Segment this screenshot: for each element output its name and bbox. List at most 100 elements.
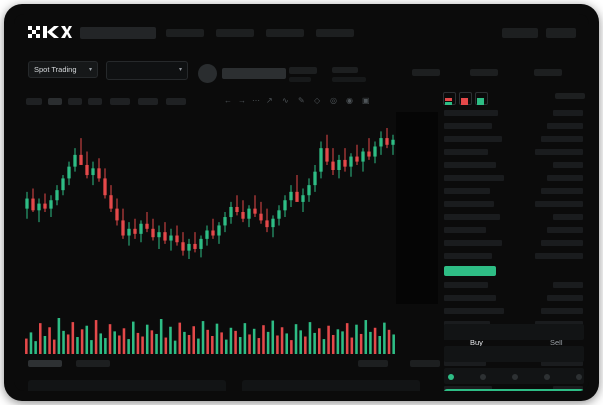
coin-avatar (198, 64, 217, 83)
order-book-ask-row[interactable] (444, 175, 504, 181)
orders-panel-right (242, 380, 420, 391)
market-stat-3 (470, 69, 498, 76)
price-chart[interactable] (24, 112, 396, 312)
nav-item-1[interactable] (166, 29, 204, 37)
order-book-ask-row[interactable] (444, 253, 492, 259)
arrow-left-icon[interactable]: ← (224, 96, 232, 105)
order-book-ask-price (535, 253, 583, 259)
order-book-ask-row[interactable] (444, 162, 496, 168)
orders-panel-left (28, 380, 226, 391)
market-stat-2 (412, 69, 440, 76)
order-book-bid-row[interactable] (444, 386, 492, 391)
order-book-bid-price (547, 295, 583, 301)
chart-toolbar[interactable]: ← → ⋯ ↗ ∿ ✎ ◇ ◎ ◉ ▣ (24, 94, 396, 110)
order-book-ask-price (547, 123, 583, 129)
trend-line-icon[interactable]: ↗ (266, 96, 273, 105)
orderbook-asks-icon[interactable] (459, 92, 472, 105)
nav-item-4[interactable] (316, 29, 354, 37)
interval-button-3[interactable] (68, 98, 82, 105)
arrow-right-icon[interactable]: → (238, 96, 246, 105)
trading-mode-select[interactable]: Spot Trading ▾ (28, 61, 98, 78)
trash-icon[interactable]: ▣ (362, 96, 370, 105)
order-book-ask-row[interactable] (444, 149, 488, 155)
order-book-ask-row[interactable] (444, 110, 498, 116)
order-book-ask-price (553, 214, 583, 220)
interval-button-2[interactable] (48, 98, 62, 105)
order-book-bid-price (553, 282, 583, 288)
pair-select[interactable]: ▾ (106, 61, 188, 80)
order-book-ask-price (535, 149, 583, 155)
orders-tab-2[interactable] (76, 360, 110, 367)
order-book-ask-price (553, 162, 583, 168)
orderbook-both-icon[interactable] (443, 92, 456, 105)
pagination-dot-5[interactable] (576, 374, 582, 380)
orderbook-bids-icon[interactable] (475, 92, 488, 105)
order-book-view-tabs[interactable] (443, 92, 503, 106)
order-book-bid-row[interactable] (444, 282, 488, 288)
pair-name-label (222, 68, 286, 79)
order-book-ask-price (553, 110, 583, 116)
nav-item-2[interactable] (216, 29, 254, 37)
market-stat-1 (332, 67, 358, 73)
market-stat-4 (534, 69, 562, 76)
order-book-precision-select[interactable] (555, 93, 585, 99)
trading-mode-label: Spot Trading (34, 64, 77, 74)
order-amount-field[interactable] (444, 346, 584, 362)
search-input[interactable] (80, 27, 156, 39)
orders-tab-4[interactable] (410, 360, 440, 367)
topbar-action-1[interactable] (502, 28, 538, 38)
magnet-icon[interactable]: ◎ (330, 96, 337, 105)
volume-chart (24, 314, 396, 356)
order-book-bid-row[interactable] (444, 360, 486, 366)
chevron-down-icon: ▾ (88, 66, 92, 73)
interval-button-4[interactable] (88, 98, 102, 105)
crosshair-icon[interactable]: ⋯ (252, 96, 260, 105)
order-book-ask-row[interactable] (444, 240, 502, 246)
eye-icon[interactable]: ◉ (346, 96, 353, 105)
device-frame: Spot Trading ▾ ▾ ← → ⋯ ↗ (4, 4, 599, 401)
topbar-action-2[interactable] (546, 28, 576, 38)
order-book-ask-row[interactable] (444, 227, 486, 233)
interval-button-7[interactable] (166, 98, 186, 105)
pencil-icon[interactable]: ✎ (298, 96, 305, 105)
order-book-ask-row[interactable] (444, 214, 500, 220)
chart-overlay (396, 112, 438, 304)
pagination-dots[interactable] (444, 374, 584, 384)
order-book-ask-price (547, 227, 583, 233)
order-book-ask-row[interactable] (444, 136, 502, 142)
order-book-ask-row[interactable] (444, 188, 490, 194)
interval-button-1[interactable] (26, 98, 42, 105)
shapes-icon[interactable]: ◇ (314, 96, 321, 105)
okx-logo[interactable] (28, 26, 72, 39)
order-book-ask-price (541, 136, 583, 142)
order-book-ask-price (535, 201, 583, 207)
order-book-ask-row[interactable] (444, 201, 494, 207)
tab-buy[interactable]: Buy (470, 338, 483, 347)
order-price-field[interactable] (444, 324, 584, 340)
pagination-dot-4[interactable] (544, 374, 550, 380)
last-price-sub (289, 77, 311, 82)
wave-icon[interactable]: ∿ (282, 96, 289, 105)
order-book-bid-row[interactable] (444, 295, 496, 301)
pagination-dot-3[interactable] (512, 374, 518, 380)
order-book-ask-row[interactable] (444, 123, 492, 129)
interval-button-5[interactable] (110, 98, 130, 105)
order-book-bid-price (553, 386, 583, 391)
chevron-down-icon: ▾ (178, 67, 182, 73)
interval-button-6[interactable] (138, 98, 158, 105)
order-book-bid-price (541, 308, 583, 314)
volume-series (25, 318, 395, 354)
order-book-ask-price (547, 175, 583, 181)
pagination-dot-1[interactable] (448, 374, 454, 380)
tab-sell[interactable]: Sell (550, 338, 563, 347)
nav-item-3[interactable] (266, 29, 304, 37)
orders-tab-3[interactable] (358, 360, 388, 367)
order-book-ask-price (541, 188, 583, 194)
order-book-bid-row[interactable] (444, 308, 504, 314)
order-book-ask-price (541, 240, 583, 246)
orders-tabs[interactable] (28, 360, 440, 370)
pagination-dot-2[interactable] (480, 374, 486, 380)
orders-tab-1[interactable] (28, 360, 62, 367)
order-book-spread-row (444, 266, 496, 276)
submit-order-button[interactable] (444, 389, 584, 391)
